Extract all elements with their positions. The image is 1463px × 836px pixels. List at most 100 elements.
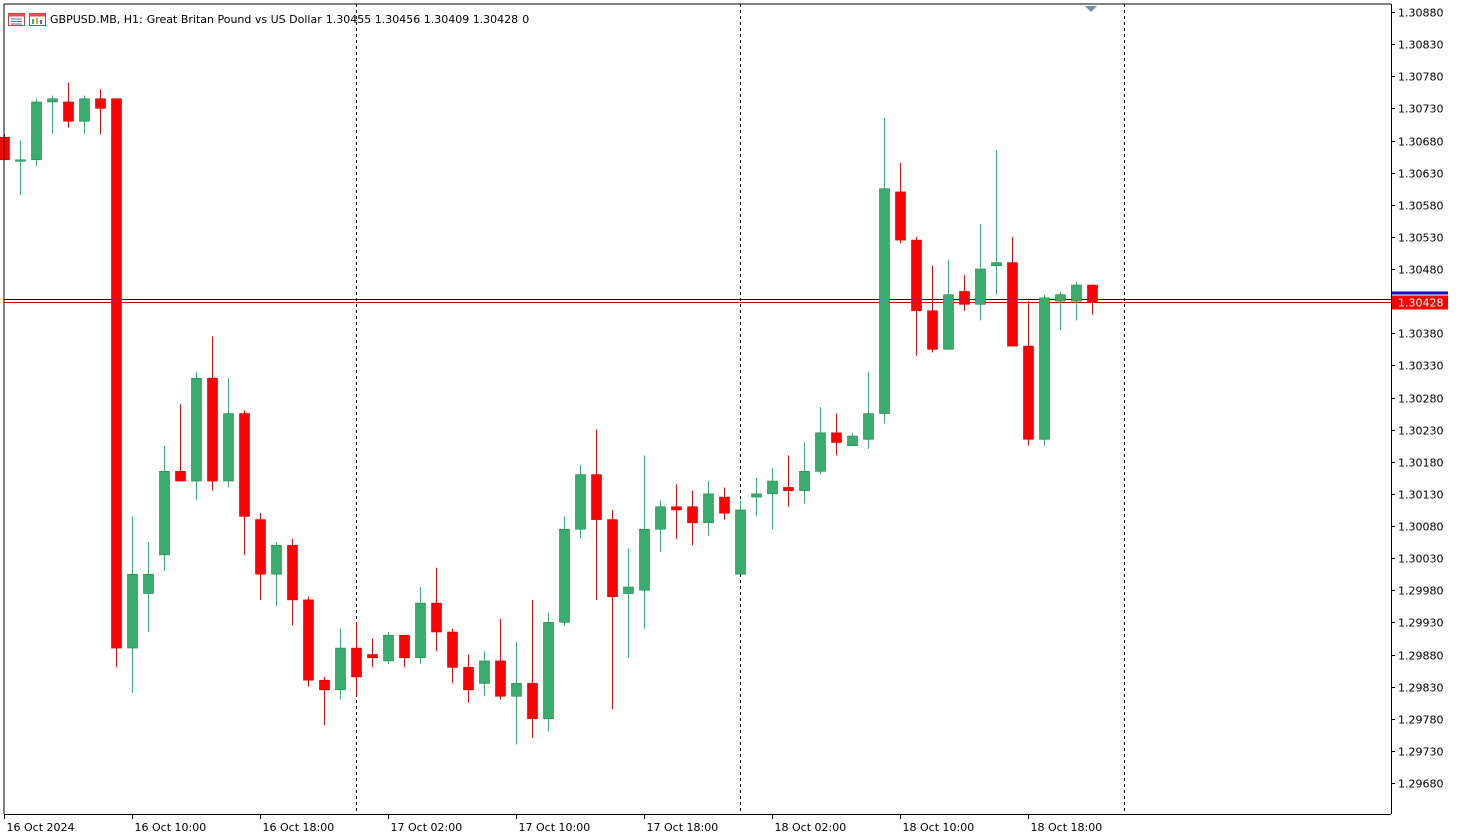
candle[interactable] xyxy=(975,224,986,321)
candle-body xyxy=(95,98,106,109)
candle-body xyxy=(735,509,746,575)
candle[interactable] xyxy=(1055,291,1066,331)
candle[interactable] xyxy=(111,98,122,668)
candle[interactable] xyxy=(911,236,922,356)
candle[interactable] xyxy=(79,95,90,135)
candle-body xyxy=(991,262,1002,267)
candle-body xyxy=(63,101,74,122)
candle[interactable] xyxy=(127,516,138,694)
candle[interactable] xyxy=(1007,236,1018,347)
candle-body xyxy=(527,683,538,720)
candle[interactable] xyxy=(591,429,602,600)
candle[interactable] xyxy=(175,403,186,482)
candle[interactable] xyxy=(799,442,810,504)
candle[interactable] xyxy=(415,587,426,665)
candle[interactable] xyxy=(639,455,650,629)
candle[interactable] xyxy=(687,490,698,546)
candle[interactable] xyxy=(943,259,954,350)
candle[interactable] xyxy=(703,481,714,536)
candle[interactable] xyxy=(191,371,202,501)
current-price-label: 1.30428 xyxy=(1392,291,1448,310)
price-tick-label: 1.30330 xyxy=(1398,360,1444,373)
candle[interactable] xyxy=(319,676,330,726)
candle[interactable] xyxy=(735,500,746,575)
candle[interactable] xyxy=(367,638,378,668)
candle[interactable] xyxy=(783,455,794,507)
candle[interactable] xyxy=(847,432,858,446)
candle[interactable] xyxy=(831,413,842,456)
candle[interactable] xyxy=(303,596,314,687)
candle[interactable] xyxy=(431,567,442,652)
candle[interactable] xyxy=(479,651,490,697)
candle[interactable] xyxy=(511,641,522,745)
candle[interactable] xyxy=(543,612,554,732)
candle[interactable] xyxy=(0,134,10,161)
candle[interactable] xyxy=(655,500,666,552)
chart-window-icon[interactable] xyxy=(29,12,46,26)
price-tick-label: 1.30530 xyxy=(1398,232,1444,245)
candle[interactable] xyxy=(879,118,890,424)
candle-body xyxy=(143,573,154,594)
candle-body xyxy=(495,660,506,697)
candle[interactable] xyxy=(751,477,762,517)
candle[interactable] xyxy=(207,336,218,491)
candle[interactable] xyxy=(15,140,26,196)
candle[interactable] xyxy=(143,542,154,633)
candle[interactable] xyxy=(719,487,730,520)
candle[interactable] xyxy=(607,509,618,710)
candle-body xyxy=(543,622,554,720)
candle[interactable] xyxy=(959,275,970,311)
candle[interactable] xyxy=(671,484,682,539)
candle[interactable] xyxy=(527,599,538,739)
candle-body xyxy=(959,291,970,305)
candle[interactable] xyxy=(159,445,170,571)
candle[interactable] xyxy=(1039,294,1050,446)
candle-body xyxy=(623,586,634,594)
candle[interactable] xyxy=(1087,284,1098,315)
candle[interactable] xyxy=(559,516,570,626)
candle[interactable] xyxy=(47,95,58,135)
candle[interactable] xyxy=(495,619,506,700)
candle-body xyxy=(927,310,938,350)
candle[interactable] xyxy=(575,464,586,539)
price-tick-label: 1.30080 xyxy=(1398,521,1444,534)
candle[interactable] xyxy=(255,513,266,600)
candle[interactable] xyxy=(1071,281,1082,321)
candle[interactable] xyxy=(63,82,74,128)
current-price-text: 1.30428 xyxy=(1398,297,1444,310)
candle[interactable] xyxy=(623,548,634,658)
candle[interactable] xyxy=(895,162,906,244)
candle-body xyxy=(703,493,714,524)
candle[interactable] xyxy=(815,407,826,475)
candle-body xyxy=(79,98,90,122)
candle[interactable] xyxy=(351,622,362,697)
candle-body xyxy=(399,634,410,659)
chart-list-icon[interactable] xyxy=(8,12,25,26)
candle[interactable] xyxy=(767,468,778,530)
candle[interactable] xyxy=(1023,301,1034,446)
candle[interactable] xyxy=(287,538,298,626)
candle-body xyxy=(207,377,218,482)
candle[interactable] xyxy=(447,628,458,684)
price-tick-label: 1.30680 xyxy=(1398,136,1444,149)
candle[interactable] xyxy=(95,89,106,135)
chart-description: Great Britan Pound vs US Dollar xyxy=(146,12,322,26)
candle[interactable] xyxy=(239,410,250,555)
price-tick-label: 1.30830 xyxy=(1398,39,1444,52)
candle[interactable] xyxy=(863,371,874,449)
candle[interactable] xyxy=(399,634,410,668)
chart-shift-marker[interactable] xyxy=(1085,6,1097,12)
candle[interactable] xyxy=(223,378,234,488)
candle[interactable] xyxy=(383,632,394,665)
candle-body xyxy=(47,98,58,103)
candle[interactable] xyxy=(335,628,346,700)
candle[interactable] xyxy=(31,98,42,167)
price-tick-label: 1.29880 xyxy=(1398,650,1444,663)
candle[interactable] xyxy=(927,265,938,353)
candle[interactable] xyxy=(991,150,1002,295)
candle[interactable] xyxy=(271,542,282,607)
candle-body xyxy=(943,294,954,350)
chart-header: GBPUSD.MB, H1: Great Britan Pound vs US … xyxy=(8,10,533,28)
candle[interactable] xyxy=(463,654,474,703)
